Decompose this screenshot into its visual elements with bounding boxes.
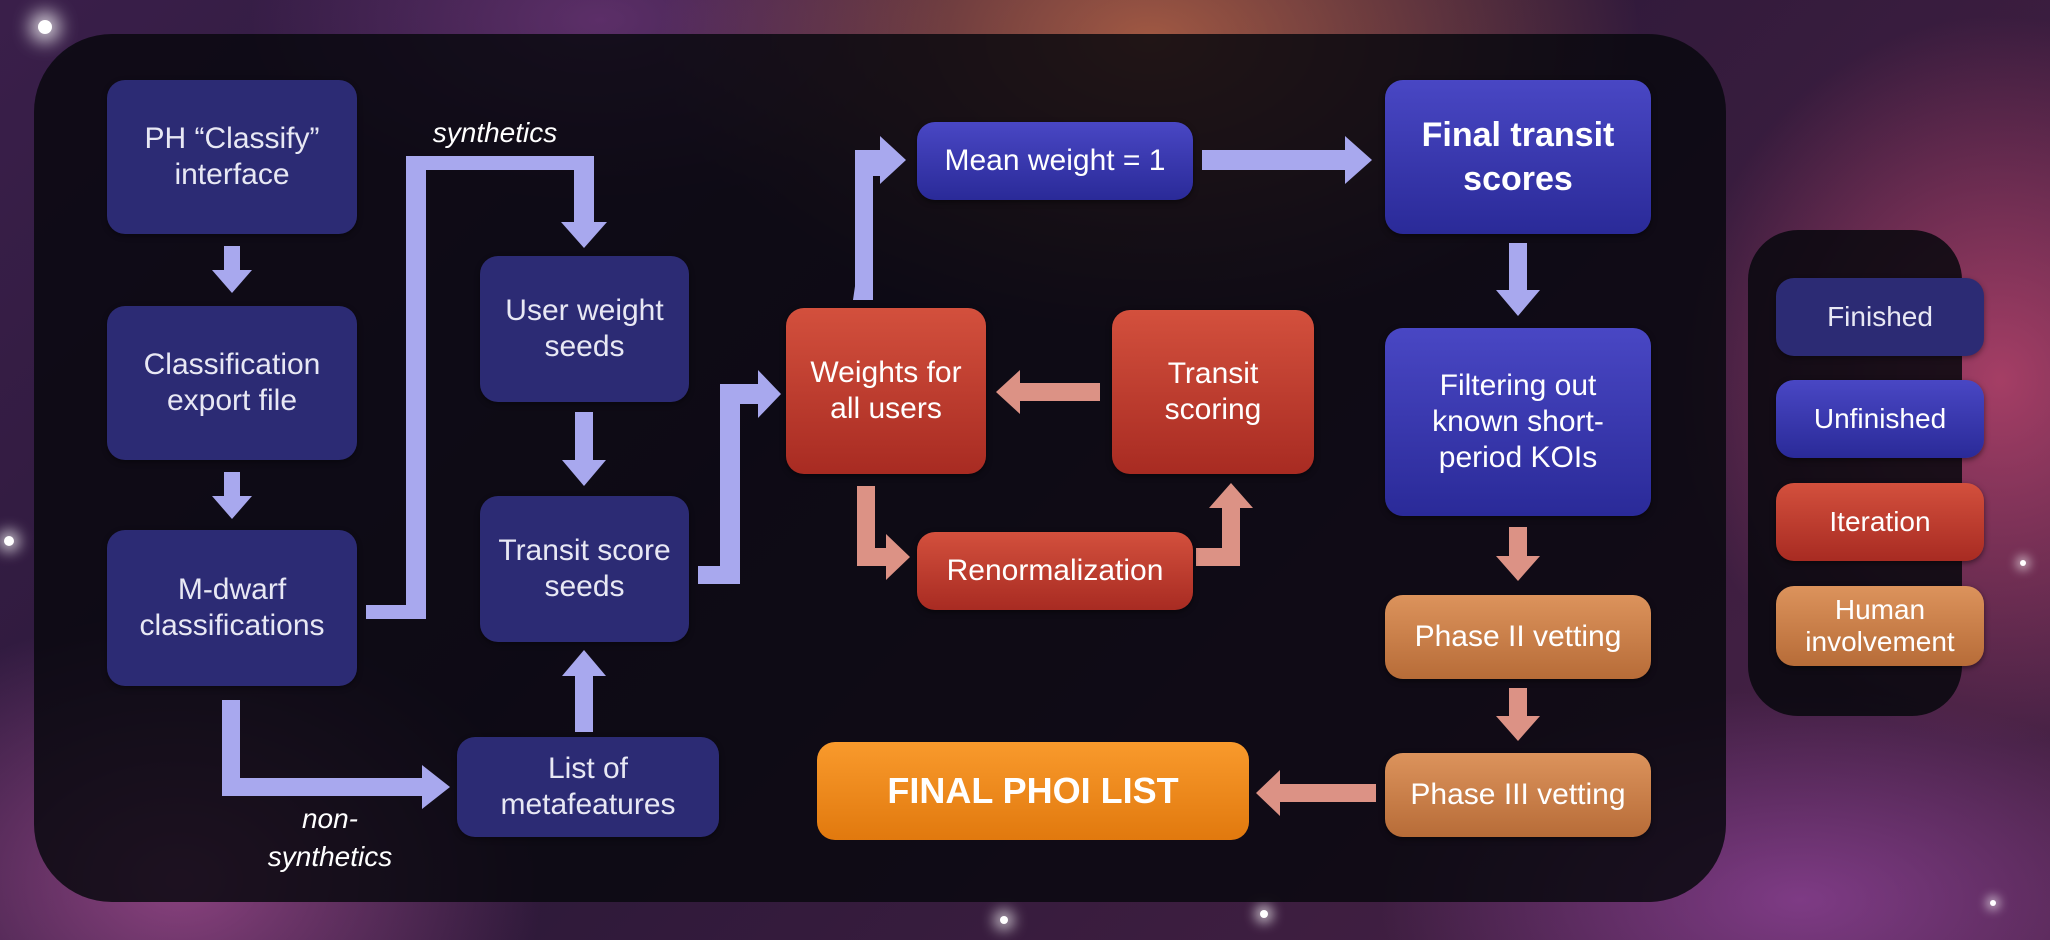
star-decoration	[1990, 900, 1996, 906]
arrow-non-synthetics	[222, 700, 450, 809]
node-transit-scoring: Transit scoring	[1112, 310, 1314, 474]
arrow-meta-to-tsseeds	[562, 650, 606, 732]
arrow-final-to-filter	[1496, 243, 1540, 316]
arrow-weights-to-renorm	[857, 486, 910, 580]
node-classification-export: Classification export file	[107, 306, 357, 460]
arrow-uwseeds-to-tsseeds	[562, 412, 606, 486]
node-weights-for-all-users: Weights for all users	[786, 308, 986, 474]
node-phase-ii-vetting: Phase II vetting	[1385, 595, 1651, 679]
arrow-scoring-to-weights	[996, 370, 1100, 414]
star-decoration	[1000, 916, 1008, 924]
node-user-weight-seeds: User weight seeds	[480, 256, 689, 402]
label-non-synthetics-line2: synthetics	[267, 841, 393, 872]
arrow-synthetics-path	[366, 156, 607, 619]
arrow-filter-to-phase2	[1496, 527, 1540, 581]
arrow-classify-to-export	[212, 246, 252, 293]
arrow-renorm-to-scoring	[1196, 483, 1253, 566]
node-filtering-short-period-kois: Filtering out known short-period KOIs	[1385, 328, 1651, 516]
arrow-phase3-to-final-list	[1256, 770, 1376, 816]
node-ph-classify: PH “Classify” interface	[107, 80, 357, 234]
arrow-phase2-to-phase3	[1496, 688, 1540, 741]
node-phase-iii-vetting: Phase III vetting	[1385, 753, 1651, 837]
star-decoration	[38, 20, 52, 34]
legend-unfinished: Unfinished	[1776, 380, 1984, 458]
node-final-phoi-list: FINAL PHOI LIST	[817, 742, 1249, 840]
arrow-weights-up-path	[855, 136, 906, 300]
star-decoration	[2020, 560, 2026, 566]
arrow-export-to-mdwarf	[212, 472, 252, 519]
star-decoration	[1260, 910, 1268, 918]
node-final-transit-scores: Final transit scores	[1385, 80, 1651, 234]
node-mean-weight: Mean weight = 1	[917, 122, 1193, 200]
arrow-mean-to-final	[1202, 136, 1372, 184]
label-non-synthetics-line1: non-	[301, 803, 359, 834]
label-synthetics: synthetics	[432, 117, 558, 148]
star-decoration	[4, 536, 14, 546]
node-transit-score-seeds: Transit score seeds	[480, 496, 689, 642]
node-renormalization: Renormalization	[917, 532, 1193, 610]
legend-iteration: Iteration	[1776, 483, 1984, 561]
node-mdwarf-classifications: M-dwarf classifications	[107, 530, 357, 686]
legend-human-involvement: Human involvement	[1776, 586, 1984, 666]
arrow-tsseeds-to-weights-path	[698, 370, 781, 584]
legend-finished: Finished	[1776, 278, 1984, 356]
node-list-of-metafeatures: List of metafeatures	[457, 737, 719, 837]
